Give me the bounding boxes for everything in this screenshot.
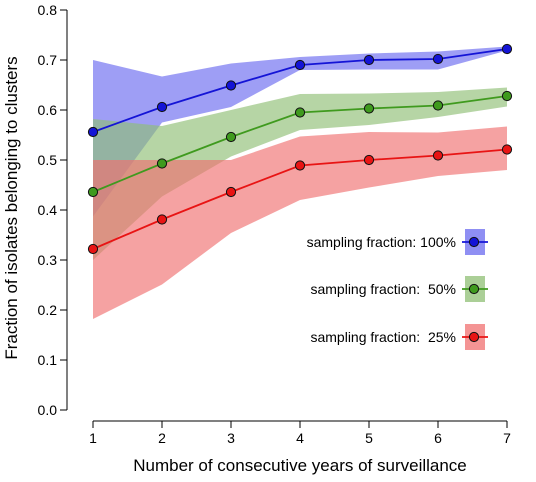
data-point <box>501 144 513 155</box>
y-tick-label: 0.2 <box>38 302 58 318</box>
y-axis-title: Fraction of isolates belonging to cluste… <box>2 56 21 359</box>
data-point <box>363 154 375 166</box>
legend: sampling fraction: 100% sampling fraction… <box>307 229 488 350</box>
x-tick-label: 2 <box>158 430 166 446</box>
confidence-band-0 <box>93 46 507 217</box>
x-tick-label: 3 <box>227 430 235 446</box>
legend-marker <box>468 283 480 295</box>
data-point <box>225 131 237 143</box>
data-point <box>294 107 306 118</box>
confidence-band-1 <box>93 87 507 260</box>
legend-label: sampling fraction: 25% <box>310 329 456 345</box>
y-tick-label: 0.4 <box>38 202 58 218</box>
y-tick-label: 0.6 <box>38 102 58 118</box>
data-point <box>156 214 168 225</box>
data-point <box>87 186 99 198</box>
x-tick-label: 6 <box>434 430 442 446</box>
y-tick-label: 0.8 <box>38 2 58 18</box>
y-tick-label: 0.5 <box>38 152 58 168</box>
y-tick-label: 0.7 <box>38 52 58 68</box>
data-point <box>87 126 99 138</box>
x-tick-label: 4 <box>296 430 304 446</box>
x-tick-label: 1 <box>89 430 97 446</box>
data-point <box>501 43 513 55</box>
data-point <box>156 158 168 169</box>
legend-label: sampling fraction: 50% <box>310 281 456 297</box>
legend-marker <box>468 236 480 248</box>
data-point <box>501 90 513 102</box>
y-tick-label: 0.1 <box>38 352 58 368</box>
y-tick-label: 0.0 <box>38 402 58 418</box>
data-point <box>432 53 444 65</box>
x-axis-title: Number of consecutive years of surveilla… <box>133 456 467 475</box>
x-tick-label: 5 <box>365 430 373 446</box>
y-tick-label: 0.3 <box>38 252 58 268</box>
data-point <box>225 80 237 91</box>
data-point <box>294 59 306 71</box>
confidence-band-2 <box>93 126 507 319</box>
legend-marker <box>468 331 480 343</box>
data-point <box>432 150 444 161</box>
series-points <box>87 43 513 255</box>
data-point <box>294 160 306 171</box>
data-point <box>156 101 168 113</box>
data-point <box>87 243 99 255</box>
data-point <box>432 100 444 111</box>
data-point <box>363 103 375 114</box>
data-point <box>363 54 375 66</box>
axes: 0.0 0.1 0.2 0.3 0.4 0.5 0.6 0.7 0.8 1 2 3 4 5 6 7 <box>38 2 512 446</box>
x-tick-label: 7 <box>503 430 511 446</box>
confidence-bands <box>93 46 507 319</box>
data-point <box>225 186 237 198</box>
legend-label: sampling fraction: 100% <box>307 234 456 250</box>
